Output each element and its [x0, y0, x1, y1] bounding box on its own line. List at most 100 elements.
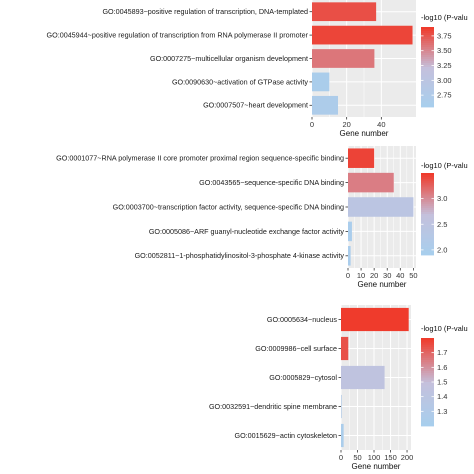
x-tick-label: 0 — [339, 453, 343, 462]
colorbar-segment — [421, 65, 434, 68]
colorbar-segment — [421, 246, 434, 250]
colorbar-segment — [421, 386, 434, 389]
colorbar-segment — [421, 351, 434, 354]
legend: -log10 (P-valu 3.75 3.50 3.25 3.00 2.75 — [421, 13, 468, 108]
legend-tick-label: 2.0 — [437, 245, 447, 254]
legend-tick-label: 3.0 — [437, 194, 447, 203]
colorbar-segment — [421, 61, 434, 64]
colorbar-segment — [421, 220, 434, 223]
colorbar-segment — [421, 187, 434, 190]
bar — [312, 95, 338, 115]
colorbar-segment — [421, 91, 434, 94]
colorbar-segment — [421, 59, 434, 62]
colorbar-segment — [421, 191, 434, 194]
colorbar-segment — [421, 357, 434, 361]
colorbar-segment — [421, 49, 434, 52]
x-tick-label: 0 — [310, 120, 314, 129]
colorbar-segment — [421, 224, 434, 227]
colorbar-segment — [421, 410, 434, 414]
colorbar-segment — [421, 41, 434, 44]
colorbar-segment — [421, 87, 434, 90]
legend-tick-label: 1.6 — [437, 363, 447, 372]
colorbar-segment — [421, 71, 434, 74]
legend-tick-label: 3.75 — [437, 31, 452, 40]
x-tick-label: 40 — [377, 120, 385, 129]
colorbar-segment — [421, 55, 434, 58]
colorbar-segment — [421, 181, 434, 184]
category-label: GO:0090630~activation of GTPase activity — [172, 77, 308, 86]
colorbar-segment — [421, 412, 434, 416]
colorbar-segment — [421, 338, 434, 341]
colorbar-segment — [421, 75, 434, 78]
x-tick-label: 20 — [342, 120, 350, 129]
colorbar-segment — [421, 193, 434, 196]
colorbar-segment — [421, 205, 434, 209]
colorbar-segment — [421, 230, 434, 233]
bar — [312, 2, 377, 22]
colorbar-segment — [421, 214, 434, 217]
colorbar-segment — [421, 69, 434, 72]
category-label: GO:0003700~transcription factor activity… — [113, 202, 344, 211]
colorbar-segment — [421, 93, 434, 96]
colorbar-segment — [421, 45, 434, 48]
bar — [312, 49, 375, 68]
legend-tick-label: 1.3 — [437, 407, 447, 416]
x-tick-label: 10 — [357, 271, 365, 280]
bar — [341, 365, 385, 390]
x-tick-label: 40 — [396, 271, 404, 280]
colorbar-segment — [421, 415, 434, 418]
bar — [341, 394, 342, 419]
bar — [348, 221, 352, 242]
x-axis-label: Gene number — [340, 129, 389, 138]
colorbar-segment — [421, 177, 434, 180]
colorbar-segment — [421, 29, 434, 32]
category-label: GO:0052811~1-phosphatidylinositol-3-phos… — [135, 251, 345, 260]
colorbar-segment — [421, 368, 434, 372]
colorbar-segment — [421, 35, 434, 38]
colorbar-segment — [421, 238, 434, 242]
colorbar-segment — [421, 201, 434, 205]
colorbar-segment — [421, 353, 434, 356]
legend: -log10 (P-valu 3.0 2.5 2.0 — [421, 161, 468, 256]
colorbar-segment — [421, 43, 434, 46]
colorbar-segment — [421, 67, 434, 70]
colorbar-segment — [421, 401, 434, 405]
x-tick-label: 200 — [401, 453, 414, 462]
colorbar-segment — [421, 377, 434, 381]
colorbar-segment — [421, 185, 434, 188]
colorbar-segment — [421, 57, 434, 60]
chart-panel-1: GO:0045893~positive regulation of transc… — [47, 0, 468, 138]
colorbar-segment — [421, 207, 434, 211]
bar — [348, 246, 351, 266]
bar — [312, 25, 413, 45]
bar — [341, 336, 349, 361]
x-tick-label: 30 — [383, 271, 391, 280]
colorbar-segment — [421, 242, 434, 246]
legend-tick-label: 3.50 — [437, 46, 452, 55]
legend-tick-label: 3.25 — [437, 61, 452, 70]
category-label: GO:0007275~multicellular organism develo… — [150, 54, 308, 63]
colorbar-segment — [421, 371, 434, 374]
colorbar-segment — [421, 77, 434, 80]
colorbar-segment — [421, 366, 434, 370]
colorbar-segment — [421, 79, 434, 82]
colorbar-segment — [421, 209, 434, 213]
colorbar-segment — [421, 216, 434, 219]
colorbar-segment — [421, 252, 434, 256]
colorbar-segment — [421, 393, 434, 396]
colorbar-segment — [421, 250, 434, 254]
colorbar-segment — [421, 183, 434, 186]
bar — [341, 307, 409, 332]
legend-tick-label: 1.4 — [437, 392, 447, 401]
colorbar-segment — [421, 226, 434, 229]
colorbar-segment — [421, 31, 434, 34]
colorbar-segment — [421, 240, 434, 244]
colorbar-segment — [421, 375, 434, 378]
colorbar-segment — [421, 53, 434, 56]
colorbar-segment — [421, 417, 434, 420]
category-label: GO:0005634~nucleus — [267, 315, 338, 324]
colorbar-segment — [421, 384, 434, 387]
colorbar-segment — [421, 408, 434, 411]
chart-panel-2: GO:0001077~RNA polymerase II core promot… — [56, 146, 468, 289]
bar — [348, 172, 394, 193]
